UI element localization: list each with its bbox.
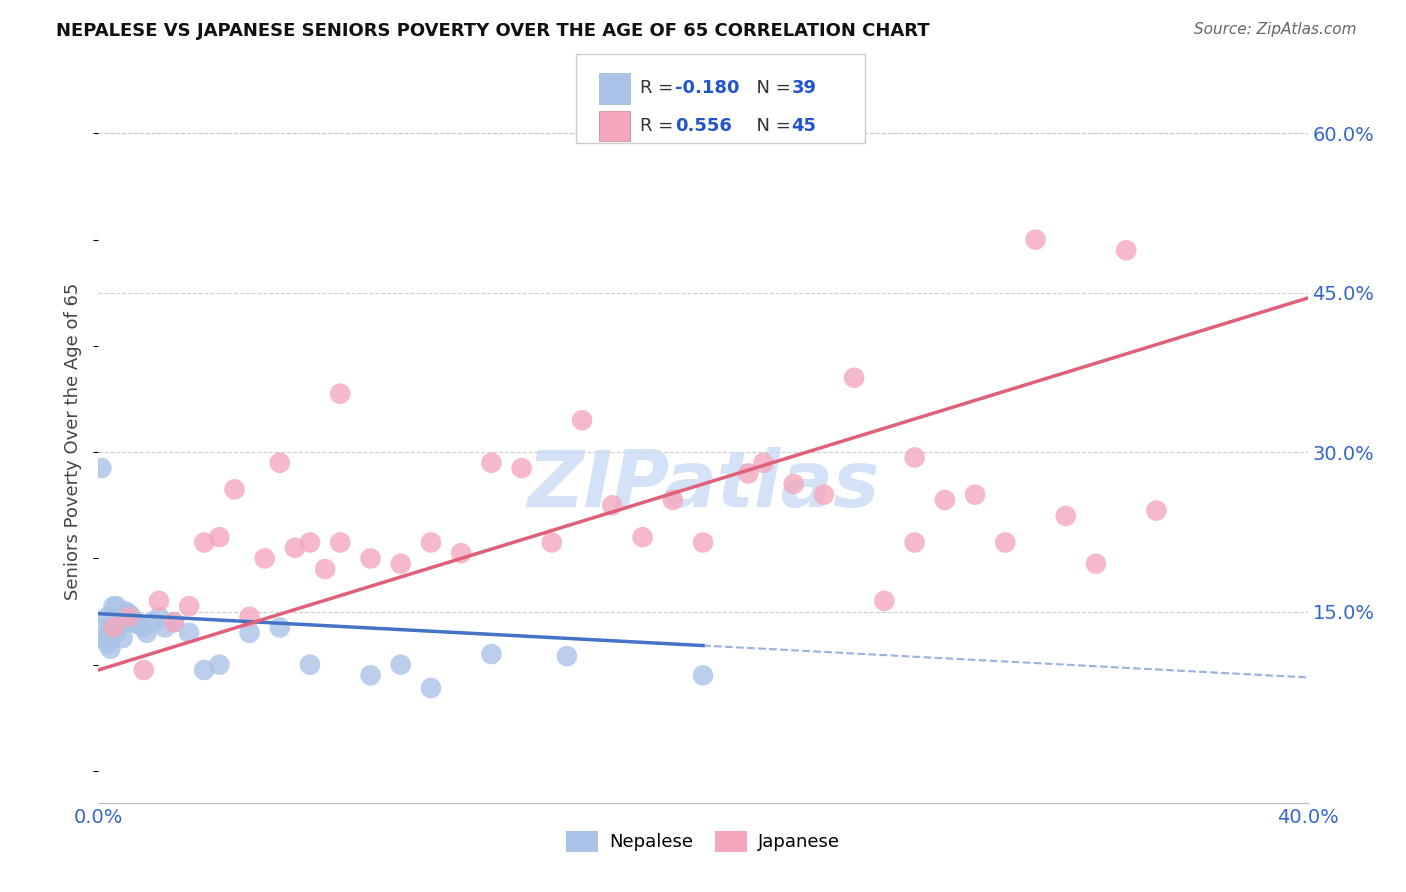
Point <box>420 681 443 695</box>
Point <box>103 599 125 614</box>
Point <box>692 668 714 682</box>
Point <box>314 562 336 576</box>
Point <box>510 461 533 475</box>
Point <box>132 663 155 677</box>
Text: 0.556: 0.556 <box>675 117 731 136</box>
Text: N =: N = <box>745 117 797 136</box>
Point <box>103 620 125 634</box>
Point <box>269 456 291 470</box>
Point <box>118 610 141 624</box>
Point <box>737 467 759 481</box>
Point <box>118 615 141 630</box>
Text: 39: 39 <box>792 79 817 97</box>
Point <box>299 657 322 672</box>
Point <box>153 620 176 634</box>
Point <box>103 625 125 640</box>
Point <box>481 456 503 470</box>
Text: R =: R = <box>640 79 679 97</box>
Point <box>100 620 122 634</box>
Point <box>179 625 201 640</box>
Point <box>752 456 775 470</box>
Point <box>284 541 307 555</box>
Point <box>389 557 412 571</box>
Point <box>1115 244 1137 258</box>
Point <box>329 386 352 401</box>
Point <box>90 461 112 475</box>
Legend: Nepalese, Japanese: Nepalese, Japanese <box>558 823 848 859</box>
Point <box>208 657 231 672</box>
Point <box>193 535 215 549</box>
Point <box>481 647 503 661</box>
Point <box>813 488 835 502</box>
Text: N =: N = <box>745 79 797 97</box>
Point <box>692 535 714 549</box>
Point <box>179 599 201 614</box>
Point <box>111 610 134 624</box>
Point <box>329 535 352 549</box>
Text: NEPALESE VS JAPANESE SENIORS POVERTY OVER THE AGE OF 65 CORRELATION CHART: NEPALESE VS JAPANESE SENIORS POVERTY OVE… <box>56 22 929 40</box>
Point <box>148 594 170 608</box>
Point <box>555 649 578 664</box>
Point <box>96 610 118 624</box>
Point <box>105 625 128 640</box>
Point <box>118 607 141 621</box>
Point <box>934 493 956 508</box>
Text: R =: R = <box>640 117 679 136</box>
Point <box>163 615 186 630</box>
Point <box>253 551 276 566</box>
Text: Source: ZipAtlas.com: Source: ZipAtlas.com <box>1194 22 1357 37</box>
Point <box>873 594 896 608</box>
Point <box>420 535 443 549</box>
Point <box>93 620 115 634</box>
Point <box>844 371 866 385</box>
Point <box>105 599 128 614</box>
Point <box>208 530 231 544</box>
Point <box>360 551 382 566</box>
Point <box>239 610 262 624</box>
Point <box>96 636 118 650</box>
Point <box>108 615 131 630</box>
Point <box>239 625 262 640</box>
Text: 45: 45 <box>792 117 817 136</box>
Point <box>299 535 322 549</box>
Point <box>1085 557 1108 571</box>
Point <box>904 450 927 465</box>
Point <box>360 668 382 682</box>
Point <box>904 535 927 549</box>
Point <box>108 610 131 624</box>
Point <box>132 620 155 634</box>
Point <box>135 625 157 640</box>
Point <box>124 615 146 630</box>
Point <box>450 546 472 560</box>
Point <box>193 663 215 677</box>
Point <box>965 488 987 502</box>
Point <box>111 631 134 645</box>
Y-axis label: Seniors Poverty Over the Age of 65: Seniors Poverty Over the Age of 65 <box>65 283 83 600</box>
Point <box>631 530 654 544</box>
Point <box>571 413 593 427</box>
Point <box>783 477 806 491</box>
Point <box>224 483 246 497</box>
Point <box>163 615 186 630</box>
Point <box>93 631 115 645</box>
Text: -0.180: -0.180 <box>675 79 740 97</box>
Point <box>540 535 562 549</box>
Point <box>1144 503 1167 517</box>
Point <box>114 605 136 619</box>
Text: ZIPatlas: ZIPatlas <box>527 447 879 523</box>
Point <box>121 610 143 624</box>
Point <box>389 657 412 672</box>
Point <box>1024 233 1046 247</box>
Point <box>100 641 122 656</box>
Point <box>127 617 149 632</box>
Point <box>269 620 291 634</box>
Point <box>148 610 170 624</box>
Point <box>142 615 165 630</box>
Point <box>1054 508 1077 523</box>
Point <box>994 535 1017 549</box>
Point <box>602 498 624 512</box>
Point <box>661 493 683 508</box>
